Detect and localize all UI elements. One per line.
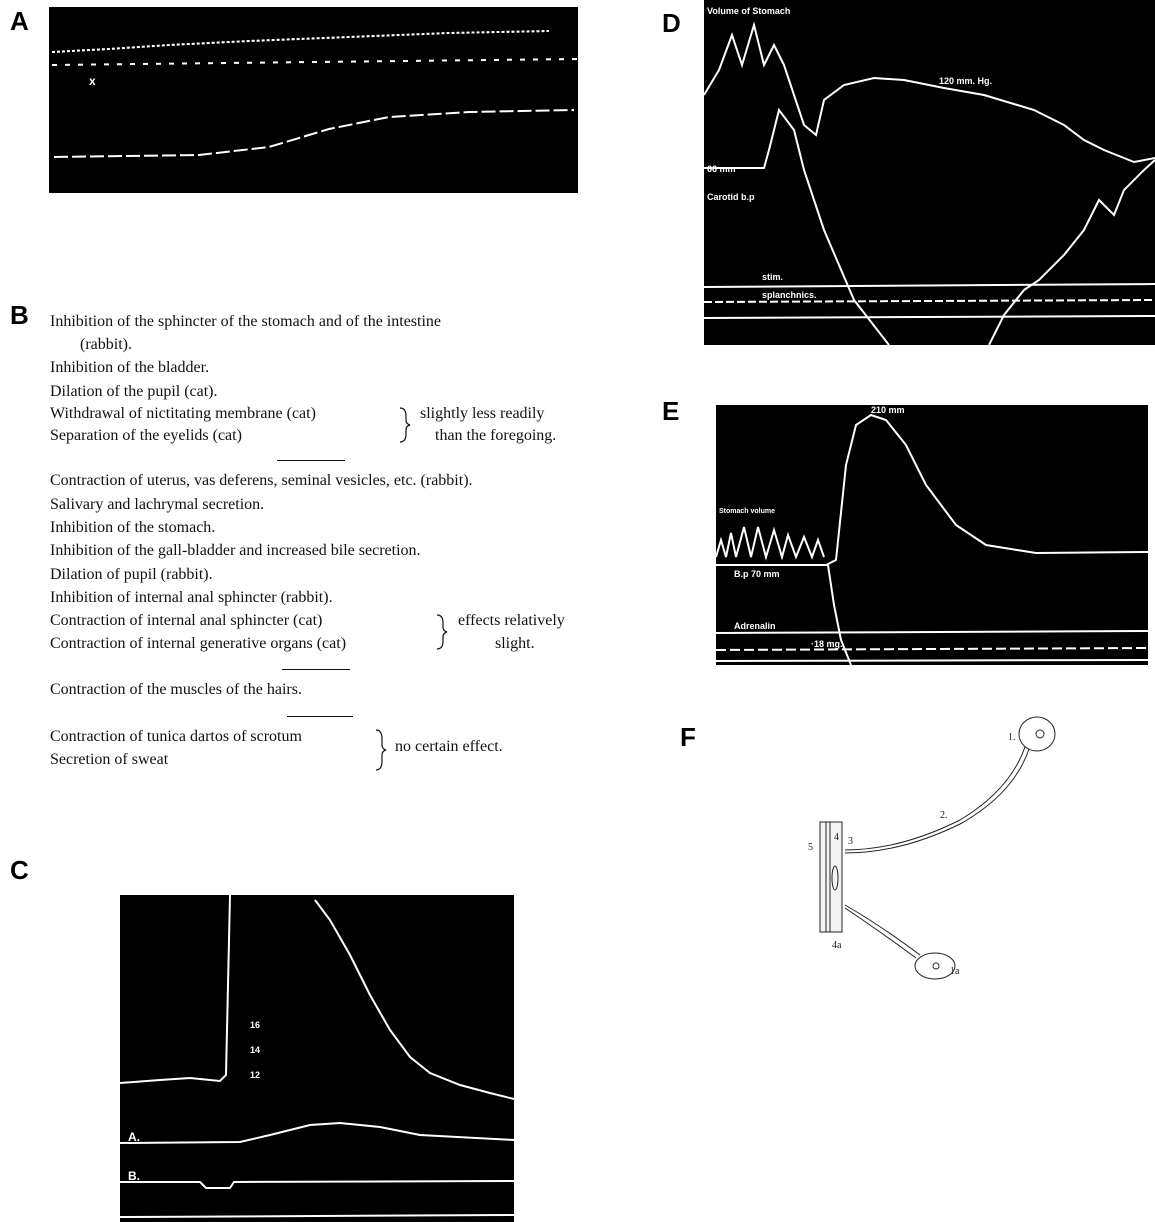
brace-note: slight. [495,635,535,652]
list-line: (rabbit). [80,336,132,353]
list-line: Contraction of tunica dartos of scrotum [50,728,302,745]
trace-c: 16 14 12 A. B. [120,895,514,1222]
trace-label: B.p 70 mm [734,569,780,579]
panel-label: D [662,8,681,38]
panel-label: E [662,396,680,426]
brace-note: than the foregoing. [435,427,557,444]
part-label: 4a [832,940,842,951]
trace-label: Volume of Stomach [707,6,790,16]
brace-note: slightly less readily [420,405,545,422]
trace-d: Volume of Stomach 120 mm. Hg. 66 mm Caro… [704,0,1155,345]
list-line: Inhibition of the gall-bladder and incre… [50,542,421,559]
traces: Volume of Stomach 120 mm. Hg. 66 mm Caro… [704,6,1155,345]
list-line: Salivary and lachrymal secretion. [50,496,265,513]
brace-note: no certain effect. [395,738,503,755]
trace-label: ·18 mg. [811,639,843,649]
trace-label: 210 mm [871,405,905,415]
traces: 210 mm Stomach volume B.p 70 mm Adrenali… [716,405,1148,665]
trace-label: 66 mm [707,164,736,174]
part-label: 1. [1008,732,1016,743]
list-line: Contraction of internal anal sphincter (… [50,612,323,629]
list-line: Dilation of the pupil (cat). [50,383,218,400]
traces: 16 14 12 A. B. [120,895,514,1218]
panel-label: C [10,855,29,885]
panel-label: A [10,6,29,36]
mark-label: x [89,74,96,88]
scale-label: 12 [250,1070,260,1080]
panel-label: F [680,722,696,752]
trace-label: stim. [762,272,783,282]
part-label: 3 [848,836,853,847]
part-label: 2. [940,810,948,821]
braces [375,407,448,771]
list-line: Contraction of the muscles of the hairs. [50,681,302,698]
trace-label: 120 mm. Hg. [939,76,992,86]
separator [287,716,353,717]
separator [277,460,345,461]
panel-label: B [10,300,29,330]
brace-note: effects relatively [458,612,565,629]
part-label: 4 [834,832,839,843]
trace-label: B. [128,1169,140,1183]
traces: x [51,30,578,158]
list-line: Secretion of sweat [50,751,169,768]
trace-a: x [49,7,578,193]
list-line: Inhibition of internal anal sphincter (r… [50,589,333,606]
separator [282,669,350,670]
list-line: Withdrawal of nictitating membrane (cat) [50,405,316,422]
neuron-diagram: 1. 2. 3 4 5 4a 1a [808,716,1056,980]
trace-e: 210 mm Stomach volume B.p 70 mm Adrenali… [716,405,1148,665]
trace-label: Stomach volume [719,508,775,515]
part-label: 5 [808,842,813,853]
list-line: Contraction of internal generative organ… [50,635,347,652]
trace-label: splanchnics. [762,290,817,300]
list-line: Inhibition of the stomach. [50,519,216,536]
part-label: 1a [950,966,960,977]
list-line: Dilation of pupil (rabbit). [50,566,213,583]
trace-label: A. [128,1130,140,1144]
list-line: Separation of the eyelids (cat) [50,427,242,444]
list-line: Inhibition of the bladder. [50,359,210,376]
trace-label: Carotid b.p [707,192,755,202]
list-line: Inhibition of the sphincter of the stoma… [50,313,442,330]
list-line: Contraction of uterus, vas deferens, sem… [50,472,473,489]
scale-label: 16 [250,1020,260,1030]
scale-label: 14 [250,1045,260,1055]
trace-label: Adrenalin [734,621,776,631]
